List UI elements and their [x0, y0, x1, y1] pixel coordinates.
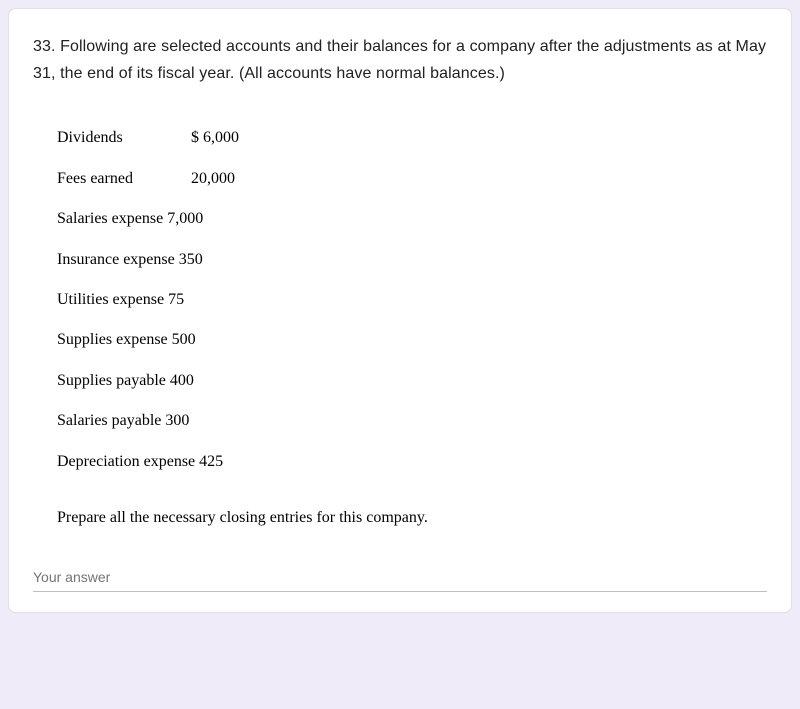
- account-value: $ 6,000: [191, 127, 239, 149]
- account-value: 7,000: [167, 208, 203, 230]
- question-text: 33. Following are selected accounts and …: [33, 33, 767, 87]
- answer-input[interactable]: [33, 563, 767, 592]
- account-value: 300: [165, 410, 189, 432]
- account-label: Insurance expense: [57, 249, 175, 271]
- account-value: 75: [168, 289, 184, 311]
- account-label: Supplies expense: [57, 329, 168, 351]
- account-value: 350: [179, 249, 203, 271]
- account-row: Fees earned 20,000: [57, 168, 767, 190]
- account-label: Salaries payable: [57, 410, 161, 432]
- instruction-text: Prepare all the necessary closing entrie…: [33, 509, 767, 527]
- account-row: Salaries payable 300: [57, 410, 767, 432]
- account-row: Insurance expense 350: [57, 249, 767, 271]
- account-label: Dividends: [57, 127, 187, 149]
- account-label: Salaries expense: [57, 208, 163, 230]
- account-row: Salaries expense 7,000: [57, 208, 767, 230]
- account-value: 500: [172, 329, 196, 351]
- account-value: 400: [170, 370, 194, 392]
- account-row: Depreciation expense 425: [57, 451, 767, 473]
- account-label: Fees earned: [57, 168, 187, 190]
- question-card: 33. Following are selected accounts and …: [8, 8, 792, 613]
- accounts-list: Dividends $ 6,000Fees earned 20,000Salar…: [33, 127, 767, 473]
- account-label: Depreciation expense: [57, 451, 195, 473]
- account-label: Supplies payable: [57, 370, 166, 392]
- account-row: Utilities expense 75: [57, 289, 767, 311]
- account-row: Supplies expense 500: [57, 329, 767, 351]
- account-row: Supplies payable 400: [57, 370, 767, 392]
- account-label: Utilities expense: [57, 289, 164, 311]
- account-row: Dividends $ 6,000: [57, 127, 767, 149]
- account-value: 20,000: [191, 168, 235, 190]
- account-value: 425: [199, 451, 223, 473]
